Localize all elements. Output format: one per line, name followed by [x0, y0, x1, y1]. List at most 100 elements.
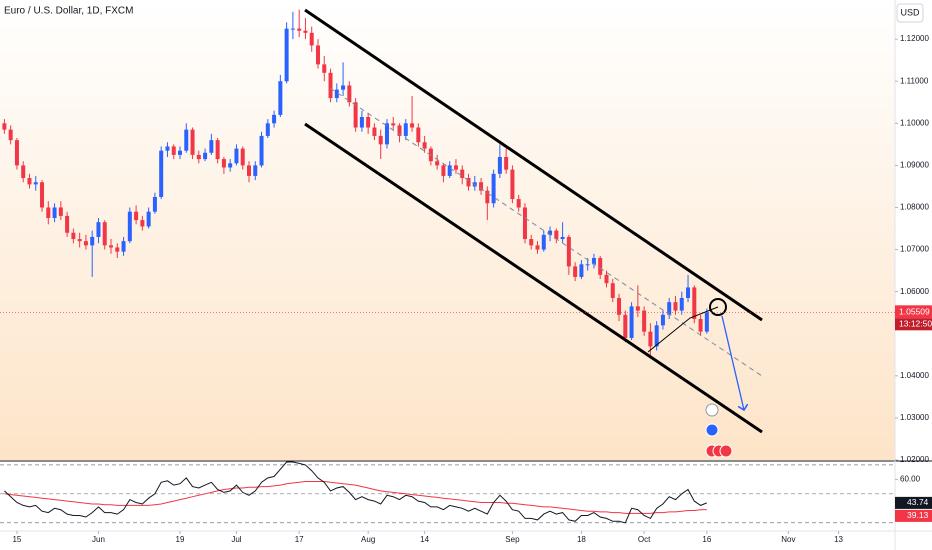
candle-body [686, 287, 691, 298]
candle-body [209, 140, 214, 153]
y-tick-label: 1.07000 [900, 245, 929, 254]
y-tick-label: 1.09000 [900, 161, 929, 170]
marker-circle [709, 298, 727, 316]
candle-body [591, 257, 596, 265]
candle-body [548, 230, 553, 235]
candle-body [648, 331, 653, 347]
y-tick-label: 1.06000 [900, 287, 929, 296]
candle-body [190, 129, 195, 155]
candle-body [372, 127, 377, 136]
x-tick-label: Jul [231, 535, 241, 544]
y-tick-label: 1.12000 [900, 34, 929, 43]
rsi-line [4, 461, 707, 524]
candle-body [504, 156, 509, 170]
candle-body [610, 283, 615, 298]
candle-body [704, 312, 709, 332]
pattern-line [647, 306, 719, 353]
x-tick-label: Oct [638, 535, 651, 544]
candle-body [673, 302, 678, 311]
candle-body [573, 266, 578, 277]
candle-body [203, 152, 208, 160]
candle-body [115, 247, 120, 252]
arrow [721, 315, 744, 410]
candle-body [654, 325, 659, 347]
candle-body [121, 241, 126, 252]
currency[interactable]: USD [900, 7, 920, 17]
candle-body [341, 85, 346, 90]
event-icon [705, 403, 719, 417]
candle-body [366, 116, 371, 128]
candle-body [46, 207, 51, 219]
candle-body [171, 146, 176, 155]
candle-body [535, 245, 540, 250]
candle-body [77, 239, 82, 242]
candle-body [635, 306, 640, 311]
candle-body [466, 178, 471, 187]
candle-body [391, 123, 396, 126]
candle-body [315, 45, 320, 65]
candle-body [579, 264, 584, 277]
chart-title: Euro / U.S. Dollar, 1D, FXCM [4, 6, 133, 17]
candle-body [65, 215, 70, 233]
candle-body [604, 274, 609, 284]
x-tick-label: 14 [420, 535, 429, 544]
candle-body [522, 207, 527, 240]
candle-body [692, 287, 697, 320]
x-tick-label: 17 [295, 535, 304, 544]
candle-body [8, 129, 13, 141]
candle-body [109, 245, 114, 248]
rsi-ma-line [4, 481, 707, 514]
y-tick-label: 1.08000 [900, 203, 929, 212]
countdown-box [895, 318, 932, 331]
candle-body [184, 129, 189, 151]
candle-body [378, 135, 383, 145]
candle-body [566, 236, 571, 267]
y-tick-label: 1.10000 [900, 118, 929, 127]
candle-body [667, 302, 672, 315]
candle-body [660, 314, 665, 326]
event-icon [705, 423, 719, 437]
candle-body [560, 236, 565, 240]
candle-body [384, 123, 389, 145]
candle-body [359, 116, 364, 128]
candle-body [159, 150, 164, 197]
y-tick-label: 1.03000 [900, 413, 929, 422]
last-price-label: 1.05509 [899, 307, 930, 317]
candle-body [309, 32, 314, 46]
candle-body [623, 314, 628, 338]
candle-body [234, 148, 239, 164]
candle-body [178, 150, 183, 155]
candle-body [303, 30, 308, 33]
candle-body [516, 199, 521, 208]
candle-body [297, 28, 302, 31]
rsi-value-box [895, 496, 932, 509]
candle-body [146, 211, 151, 227]
candle-body [71, 232, 76, 240]
candle-body [328, 72, 333, 99]
candle-body [215, 140, 220, 160]
candle-body [27, 178, 32, 185]
candle-body [422, 142, 427, 149]
candle-body [165, 146, 170, 151]
candle-body [629, 306, 634, 338]
candle-body [228, 163, 233, 168]
candle-body [83, 241, 88, 246]
drawings [304, 8, 763, 458]
candle-body [96, 222, 101, 237]
candle-body [617, 297, 622, 315]
x-tick-label: Nov [781, 535, 795, 544]
channel-mid [329, 87, 763, 377]
candle-body [497, 156, 502, 174]
y-tick-label: 1.11000 [900, 76, 929, 85]
currency-box[interactable] [896, 3, 924, 23]
rsi-ma-value-label: 39.13 [907, 510, 929, 520]
event-icon [719, 444, 733, 458]
candle-body [134, 211, 139, 221]
candle-body [447, 165, 452, 176]
rsi-tick-label: 60.00 [900, 474, 921, 483]
x-tick-label: 19 [176, 535, 185, 544]
candle-body [265, 123, 270, 136]
candle-body [221, 159, 226, 168]
candle-body [290, 28, 295, 30]
candle-body [541, 234, 546, 250]
